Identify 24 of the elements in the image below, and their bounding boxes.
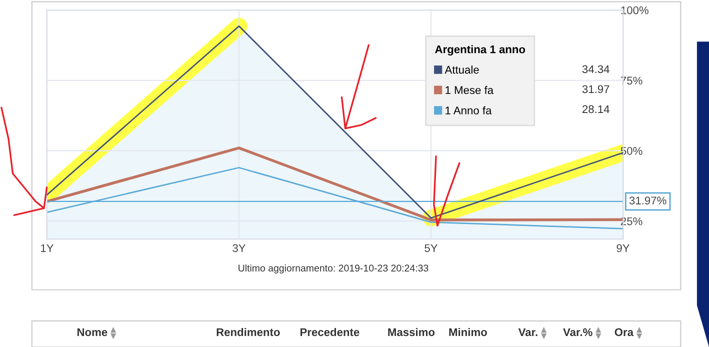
text: Ora (614, 328, 634, 336)
annotation: 31.97 (582, 85, 610, 94)
y-tick-label: 50% (620, 147, 642, 155)
text: Var.% (563, 328, 592, 336)
legend-title: Argentina 1 anno (435, 45, 526, 56)
ref-line-label: 31.97% (629, 196, 666, 204)
x-tick-label: 3Y (232, 244, 246, 252)
text: Precedente (300, 328, 360, 336)
text: Rendimento (216, 328, 280, 336)
text: Ultimo aggiornamento: 2019-10-23 20:24:33 (238, 264, 428, 274)
annotation: 34.34 (582, 65, 610, 74)
text: Minimo (449, 328, 487, 336)
legend-label: 1 Anno fa (446, 106, 492, 114)
legend-label: 1 Mese fa (446, 86, 494, 94)
text: Massimo (388, 328, 435, 336)
x-tick-label: 9Y (616, 244, 630, 252)
x-tick-label: 5Y (424, 244, 438, 252)
x-tick-label: 1Y (41, 244, 54, 252)
text: Var. (518, 328, 538, 336)
legend-label: Attuale (444, 66, 479, 74)
y-tick-label: 75% (621, 76, 642, 85)
annotation: 28.14 (582, 105, 610, 114)
y-tick-label: 100% (621, 6, 648, 14)
text: Nome (77, 328, 108, 336)
